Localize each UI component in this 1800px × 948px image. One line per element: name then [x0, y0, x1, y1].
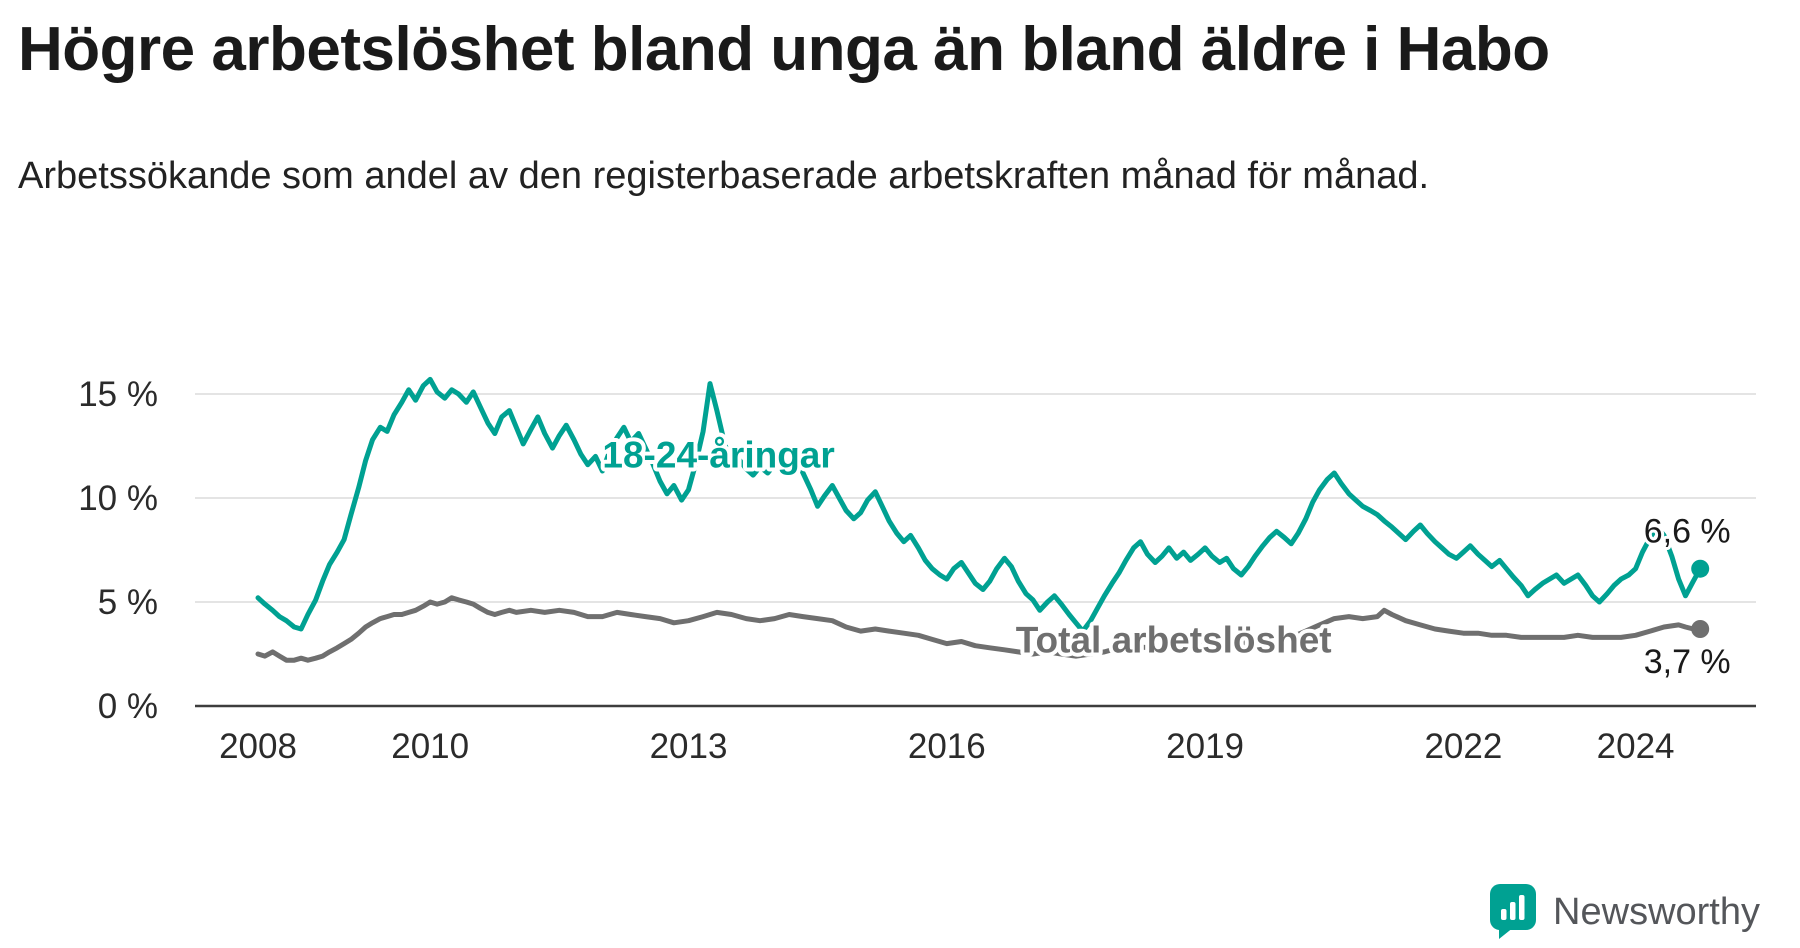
x-tick-label: 2019 [1166, 727, 1244, 766]
y-tick-label: 5 % [98, 583, 158, 622]
x-tick-label: 2010 [391, 727, 469, 766]
series-label: 18-24-åringar [602, 434, 834, 475]
newsworthy-logo-icon [1490, 884, 1537, 939]
y-tick-label: 10 % [78, 479, 158, 518]
y-tick-label: 15 % [78, 375, 158, 414]
x-tick-label: 2024 [1597, 727, 1675, 766]
series-label: Total arbetslöshet [1016, 619, 1332, 660]
y-tick-label: 0 % [98, 687, 158, 726]
series-end-dot-total [1691, 620, 1710, 638]
x-tick-label: 2016 [908, 727, 986, 766]
chart-subtitle: Arbetssökande som andel av den registerb… [18, 155, 1430, 198]
x-tick-label: 2022 [1424, 727, 1502, 766]
newsworthy-logo: Newsworthy [1489, 884, 1760, 940]
newsworthy-logo-text: Newsworthy [1553, 890, 1760, 933]
series-line-youth [255, 376, 1703, 634]
series-end-dot-youth [1691, 559, 1710, 578]
x-tick-label: 2013 [650, 727, 728, 766]
series-line-total [255, 595, 1703, 663]
series-end-value-total: 3,7 % [1644, 643, 1731, 681]
series-end-value-youth: 6,6 % [1644, 513, 1731, 551]
page-title: Högre arbetslöshet bland unga än bland ä… [18, 15, 1550, 84]
x-tick-label: 2008 [219, 727, 297, 766]
